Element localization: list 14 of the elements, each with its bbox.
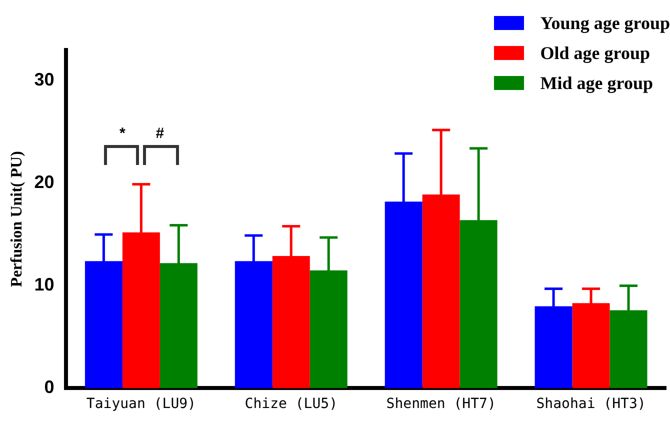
y-axis-title: Perfusion Unit( PU): [8, 151, 26, 288]
y-tick-label: 0: [44, 377, 54, 398]
y-tick-label: 10: [34, 274, 54, 295]
legend-label: Old age group: [540, 42, 650, 64]
legend-label: Mid age group: [540, 72, 653, 94]
annotation: *: [120, 125, 126, 142]
y-tick-label: 30: [34, 70, 54, 90]
x-tick-label: Taiyuan (LU9): [86, 396, 196, 412]
x-tick-label: Chize (LU5): [244, 396, 338, 412]
y-tick-label: 20: [34, 172, 54, 192]
annotation: #: [156, 125, 164, 142]
x-tick-label: Shenmen (HT7): [386, 396, 496, 412]
legend-label: Young age group: [540, 12, 670, 34]
x-tick-label: Shaohai (HT3): [536, 396, 646, 412]
